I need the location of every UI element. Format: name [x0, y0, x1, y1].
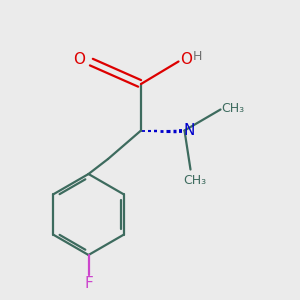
- Text: O: O: [74, 52, 86, 68]
- Text: O: O: [180, 52, 192, 68]
- Text: F: F: [85, 276, 94, 291]
- Text: CH₃: CH₃: [183, 174, 207, 188]
- Text: N: N: [184, 123, 195, 138]
- Text: CH₃: CH₃: [221, 101, 245, 115]
- Text: H: H: [193, 50, 202, 63]
